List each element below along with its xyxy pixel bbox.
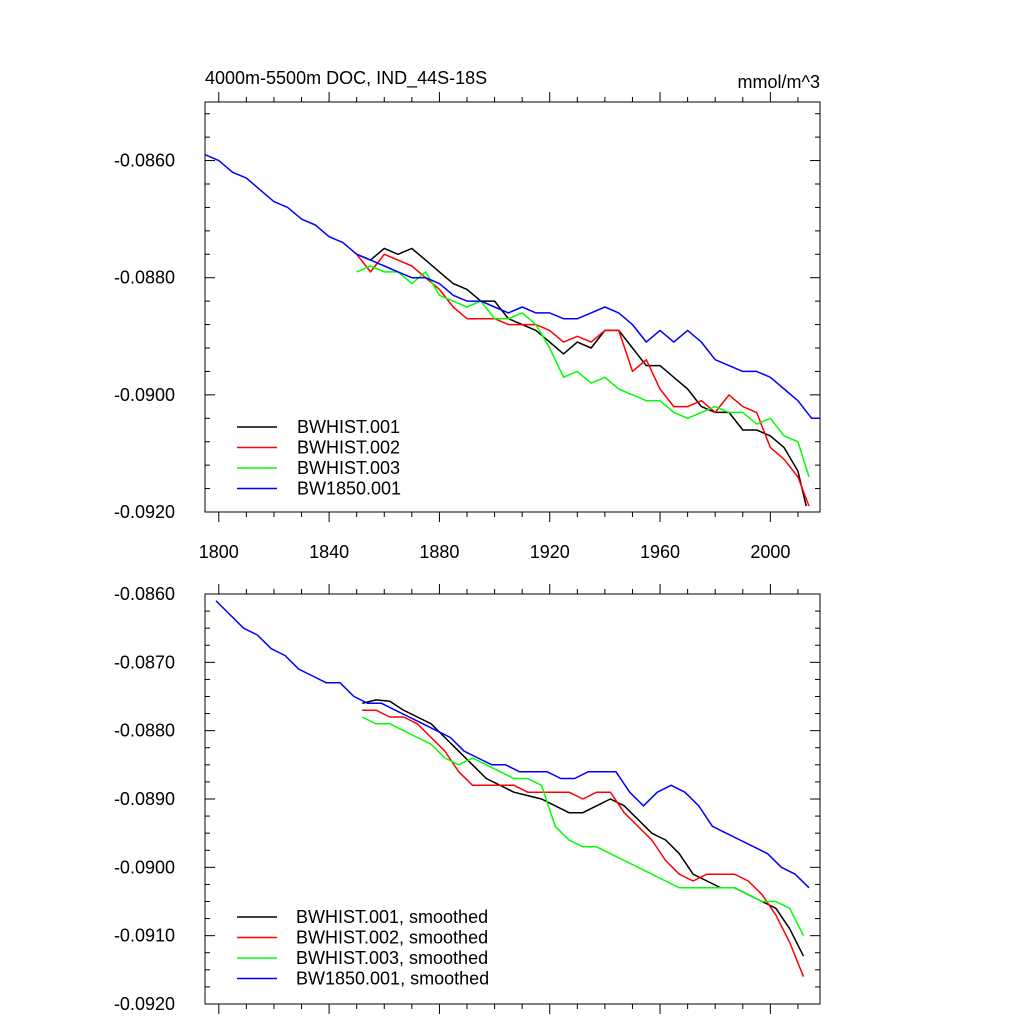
- top-panel-frame: [204, 101, 821, 513]
- legend-label: BW1850.001, smoothed: [296, 969, 489, 989]
- x-tick-label: 1920: [530, 542, 570, 562]
- legend-label: BWHIST.002: [297, 438, 400, 458]
- legend-label: BW1850.001: [297, 479, 401, 499]
- y-tick-label: -0.0900: [114, 857, 175, 877]
- bottom-panel-series: [215, 600, 810, 977]
- series-line-bwhist.003: [356, 265, 810, 478]
- x-tick-label: 1880: [419, 542, 459, 562]
- top-panel: 4000m-5500m DOC, IND_44S-18S mmol/m^3 -0…: [114, 68, 821, 562]
- legend-label: BWHIST.003: [297, 458, 400, 478]
- bottom-panel-y-tick-labels: -0.0860 -0.0870 -0.0880 -0.0890 -0.0900 -0.09…: [114, 584, 175, 1014]
- y-tick-label: -0.0890: [114, 789, 175, 809]
- top-panel-units: mmol/m^3: [738, 72, 820, 92]
- series-line-bwhist.003: [361, 716, 805, 937]
- legend-label: BWHIST.001: [297, 417, 400, 437]
- y-tick-label: -0.0860: [114, 151, 175, 171]
- top-panel-y-tick-labels: -0.0860 -0.0880 -0.0900 -0.0920: [114, 151, 175, 522]
- series-line-bw1850.001: [215, 600, 810, 889]
- legend-label: BWHIST.002, smoothed: [296, 928, 488, 948]
- series-line-bwhist.001: [356, 247, 807, 507]
- top-panel-series: [204, 154, 820, 507]
- y-tick-label: -0.0910: [114, 926, 175, 946]
- bottom-panel: -0.0860 -0.0870 -0.0880 -0.0890 -0.0900 -0.09…: [114, 584, 821, 1014]
- top-panel-x-tick-labels: 1800 1840 1880 1920 1960 2000: [199, 542, 791, 562]
- y-tick-label: -0.0920: [114, 502, 175, 522]
- y-tick-label: -0.0880: [114, 268, 175, 288]
- y-tick-label: -0.0870: [114, 652, 175, 672]
- series-line-bw1850.001: [204, 154, 820, 420]
- x-tick-label: 2000: [750, 542, 790, 562]
- y-tick-label: -0.0900: [114, 385, 175, 405]
- legend-label: BWHIST.001, smoothed: [296, 907, 488, 927]
- x-tick-label: 1840: [309, 542, 349, 562]
- bottom-panel-ticks: [205, 584, 820, 1014]
- x-tick-label: 1960: [640, 542, 680, 562]
- y-tick-label: -0.0880: [114, 721, 175, 741]
- y-tick-label: -0.0920: [114, 994, 175, 1014]
- legend-label: BWHIST.003, smoothed: [296, 948, 488, 968]
- y-tick-label: -0.0860: [114, 584, 175, 604]
- top-panel-ticks: [205, 92, 820, 522]
- x-tick-label: 1800: [199, 542, 239, 562]
- top-panel-title: 4000m-5500m DOC, IND_44S-18S: [205, 68, 487, 89]
- series-line-bwhist.002: [362, 709, 805, 977]
